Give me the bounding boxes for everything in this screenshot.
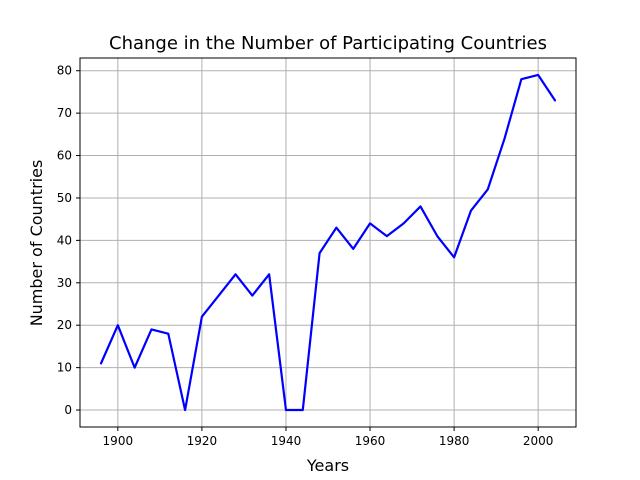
data-point xyxy=(302,409,304,411)
data-point xyxy=(100,362,102,364)
data-point xyxy=(386,235,388,237)
data-point xyxy=(369,222,371,224)
data-point xyxy=(167,333,169,335)
data-point xyxy=(201,316,203,318)
data-point xyxy=(117,324,119,326)
series-line-0 xyxy=(99,73,557,412)
y-tick-label: 50 xyxy=(57,191,72,205)
y-tick-label: 30 xyxy=(57,276,72,290)
x-tick-label: 1920 xyxy=(187,434,218,448)
y-tick-label: 60 xyxy=(57,149,72,163)
data-point xyxy=(419,205,421,207)
y-tick-label: 20 xyxy=(57,318,72,332)
data-point xyxy=(537,74,539,76)
data-point xyxy=(218,294,220,296)
x-tick-label: 1940 xyxy=(271,434,302,448)
y-axis-label: Number of Countries xyxy=(27,160,46,327)
data-point xyxy=(268,273,270,275)
grid-lines xyxy=(80,58,576,427)
x-axis-label: Years xyxy=(306,456,349,475)
data-point xyxy=(251,294,253,296)
data-point xyxy=(554,99,556,101)
y-tick-label: 0 xyxy=(64,403,72,417)
x-tick-label: 2000 xyxy=(523,434,554,448)
x-tick-label: 1960 xyxy=(355,434,386,448)
data-point xyxy=(285,409,287,411)
data-point xyxy=(470,210,472,212)
plot-frame xyxy=(79,57,577,428)
y-tick-label: 10 xyxy=(57,361,72,375)
data-point xyxy=(318,252,320,254)
chart-title: Change in the Number of Participating Co… xyxy=(109,33,547,54)
data-point xyxy=(436,235,438,237)
y-tick-label: 40 xyxy=(57,233,72,247)
series-layer xyxy=(99,73,557,412)
data-point xyxy=(335,227,337,229)
x-tick-label: 1900 xyxy=(103,434,134,448)
y-tick-label: 80 xyxy=(57,64,72,78)
data-point xyxy=(150,328,152,330)
data-point xyxy=(352,248,354,250)
data-point xyxy=(520,78,522,80)
data-point xyxy=(453,256,455,258)
data-point xyxy=(487,188,489,190)
data-point xyxy=(184,409,186,411)
y-tick-label: 70 xyxy=(57,106,72,120)
x-tick-label: 1980 xyxy=(439,434,470,448)
data-point xyxy=(403,222,405,224)
data-point xyxy=(234,273,236,275)
data-point xyxy=(134,367,136,369)
data-point xyxy=(503,137,505,139)
axis-ticks: 1900 1920 1940 1960 1980 2000 0 10 20 30 40 50 60 70 8… xyxy=(57,64,554,448)
